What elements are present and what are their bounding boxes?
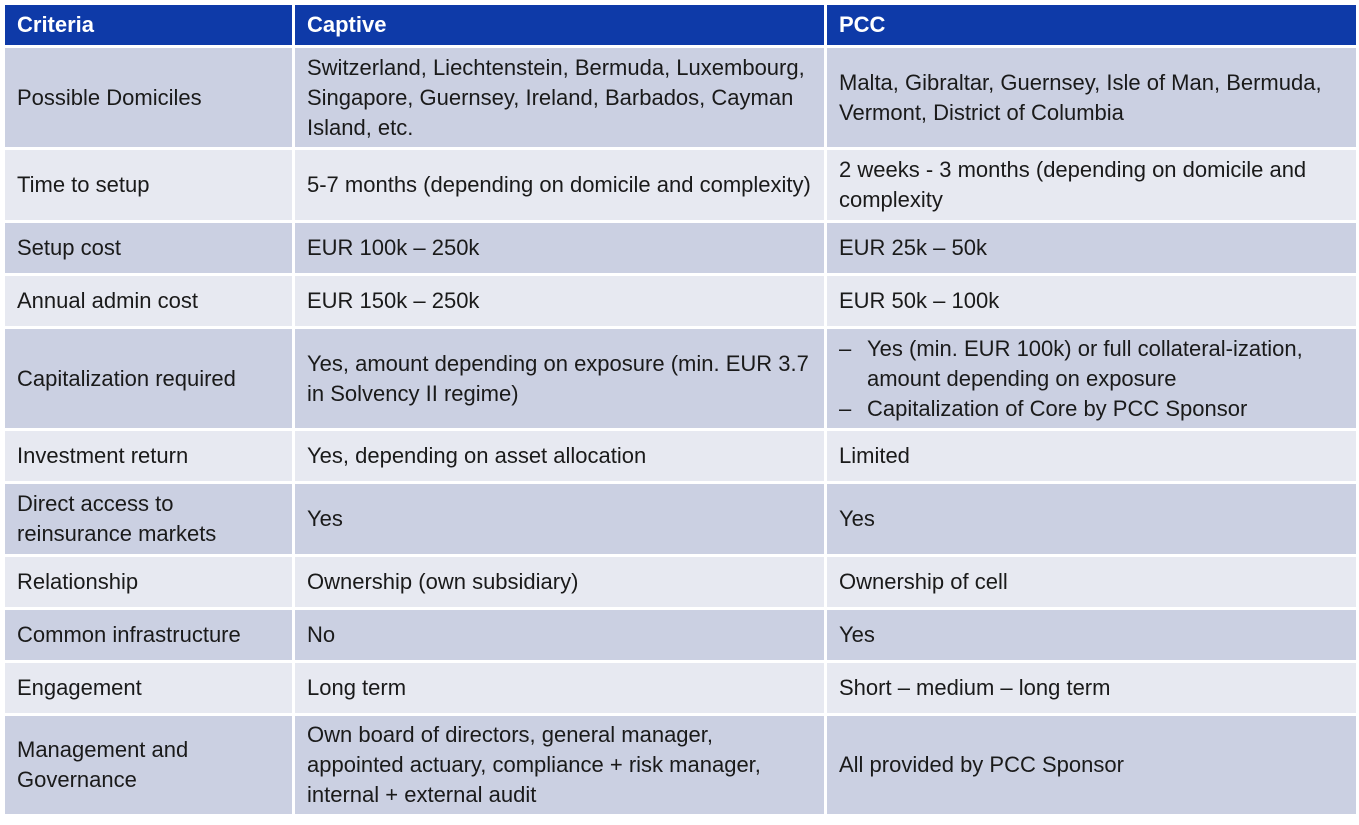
table-row: Engagement Long term Short – medium – lo… — [2, 660, 1359, 716]
pcc-cell: Yes — [824, 481, 1359, 557]
captive-cell: No — [292, 607, 827, 663]
criteria-cell: Management and Governance — [2, 713, 295, 817]
table-row: Direct access to reinsurance markets Yes… — [2, 481, 1359, 557]
captive-cell: Yes — [292, 481, 827, 557]
pcc-cell: Limited — [824, 428, 1359, 484]
criteria-cell: Capitalization required — [2, 326, 295, 431]
pcc-cell: Short – medium – long term — [824, 660, 1359, 716]
captive-cell: Long term — [292, 660, 827, 716]
criteria-cell: Possible Domiciles — [2, 45, 295, 150]
pcc-cell: Ownership of cell — [824, 554, 1359, 610]
table-row: Setup cost EUR 100k – 250k EUR 25k – 50k — [2, 220, 1359, 276]
captive-cell: Switzerland, Liechtenstein, Bermuda, Lux… — [292, 45, 827, 150]
criteria-cell: Engagement — [2, 660, 295, 716]
table-row: Capitalization required Yes, amount depe… — [2, 326, 1359, 431]
captive-cell: EUR 100k – 250k — [292, 220, 827, 276]
pcc-cell: – Yes (min. EUR 100k) or full collateral-… — [824, 326, 1359, 431]
table-row: Management and Governance Own board of d… — [2, 713, 1359, 817]
pcc-cell: Yes — [824, 607, 1359, 663]
bullet-text: Yes (min. EUR 100k) or full collateral-i… — [867, 335, 1303, 391]
pcc-cell: EUR 25k – 50k — [824, 220, 1359, 276]
pcc-bullet-list: – Yes (min. EUR 100k) or full collateral-… — [839, 334, 1344, 424]
dash-bullet-icon: – — [839, 335, 852, 361]
header-pcc: PCC — [824, 2, 1359, 48]
pcc-cell: All provided by PCC Sponsor — [824, 713, 1359, 817]
criteria-cell: Setup cost — [2, 220, 295, 276]
bullet-item: – Capitalization of Core by PCC Sponsor — [839, 394, 1344, 424]
table-row: Annual admin cost EUR 150k – 250k EUR 50… — [2, 273, 1359, 329]
table-row: Common infrastructure No Yes — [2, 607, 1359, 663]
bullet-text: Capitalization of Core by PCC Sponsor — [867, 395, 1248, 421]
captive-cell: EUR 150k – 250k — [292, 273, 827, 329]
criteria-cell: Annual admin cost — [2, 273, 295, 329]
captive-cell: 5-7 months (depending on domicile and co… — [292, 147, 827, 223]
header-row: Criteria Captive PCC — [2, 2, 1359, 48]
captive-cell: Ownership (own subsidiary) — [292, 554, 827, 610]
pcc-cell: Malta, Gibraltar, Guernsey, Isle of Man,… — [824, 45, 1359, 150]
header-captive: Captive — [292, 2, 827, 48]
pcc-cell: 2 weeks - 3 months (depending on domicil… — [824, 147, 1359, 223]
criteria-cell: Investment return — [2, 428, 295, 484]
table-row: Time to setup 5-7 months (depending on d… — [2, 147, 1359, 223]
criteria-cell: Direct access to reinsurance markets — [2, 481, 295, 557]
captive-cell: Yes, depending on asset allocation — [292, 428, 827, 484]
criteria-cell: Time to setup — [2, 147, 295, 223]
pcc-cell: EUR 50k – 100k — [824, 273, 1359, 329]
table-row: Relationship Ownership (own subsidiary) … — [2, 554, 1359, 610]
header-criteria: Criteria — [2, 2, 295, 48]
bullet-item: – Yes (min. EUR 100k) or full collateral-… — [839, 334, 1344, 394]
criteria-cell: Common infrastructure — [2, 607, 295, 663]
table-row: Investment return Yes, depending on asse… — [2, 428, 1359, 484]
dash-bullet-icon: – — [839, 395, 852, 421]
table-row: Possible Domiciles Switzerland, Liechten… — [2, 45, 1359, 150]
criteria-cell: Relationship — [2, 554, 295, 610]
captive-cell: Own board of directors, general manager,… — [292, 713, 827, 817]
captive-cell: Yes, amount depending on exposure (min. … — [292, 326, 827, 431]
